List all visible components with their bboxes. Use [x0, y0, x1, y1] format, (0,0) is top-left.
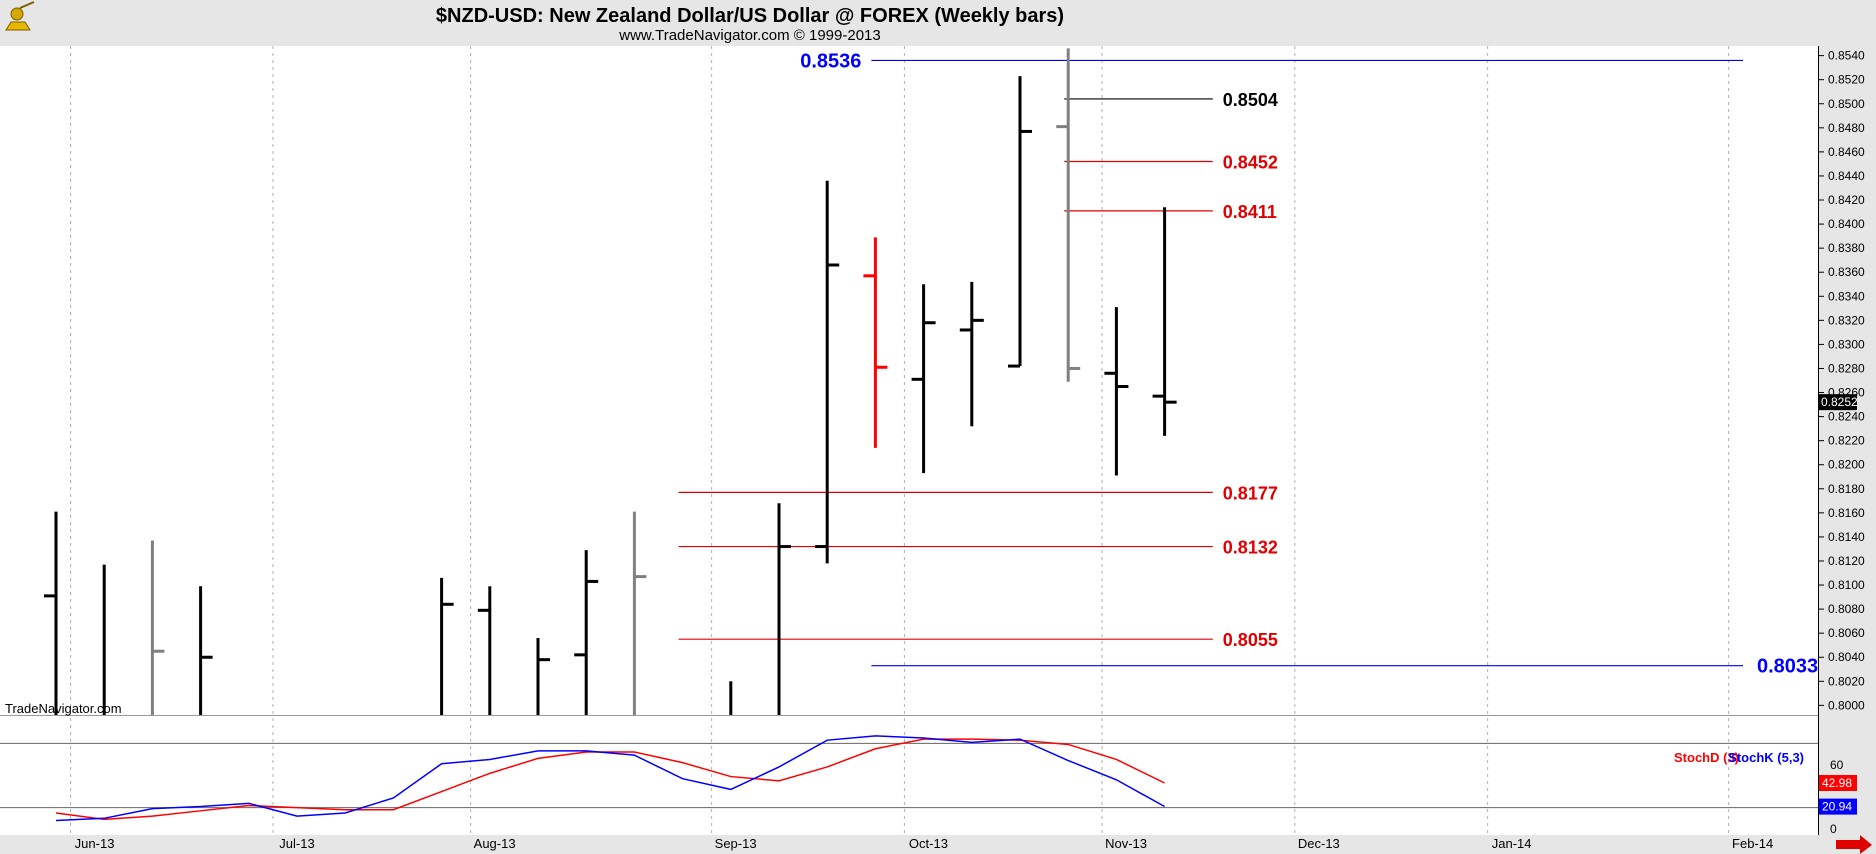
- price-tick-label: 0.8540: [1828, 49, 1865, 63]
- chart-title: $NZD-USD: New Zealand Dollar/US Dollar @…: [436, 5, 1064, 27]
- ohlc-bar: [477, 586, 492, 715]
- scroll-right-icon[interactable]: [1836, 835, 1872, 854]
- level-label: 0.8536: [800, 50, 861, 72]
- price-tick-label: 0.8020: [1828, 674, 1865, 688]
- date-tick-label: Dec-13: [1298, 836, 1340, 851]
- price-tick-label: 0.8120: [1828, 554, 1865, 568]
- price-panel: [0, 46, 1818, 715]
- date-tick-label: Jul-13: [279, 836, 314, 851]
- level-label: 0.8132: [1223, 538, 1278, 558]
- ohlc-bar: [632, 511, 647, 715]
- ohlc-bar: [777, 503, 791, 715]
- level-label: 0.8033: [1757, 656, 1818, 678]
- ohlc-bar: [536, 637, 550, 715]
- ohlc-bar: [199, 586, 213, 715]
- price-tick-label: 0.8460: [1828, 145, 1865, 159]
- price-tick-label: 0.8360: [1828, 265, 1865, 279]
- price-tick-label: 0.8400: [1828, 217, 1865, 231]
- chart-subtitle: www.TradeNavigator.com © 1999-2013: [618, 27, 880, 44]
- stoch-k-legend: StochK (5,3): [1728, 750, 1804, 765]
- price-tick-label: 0.8220: [1828, 434, 1865, 448]
- price-tick-label: 0.8040: [1828, 650, 1865, 664]
- date-tick-label: Sep-13: [715, 836, 757, 851]
- date-tick-label: Jan-14: [1492, 836, 1532, 851]
- ohlc-bars: [44, 48, 1177, 715]
- ohlc-bar: [1008, 76, 1032, 368]
- ohlc-bar: [44, 511, 58, 715]
- price-tick-label: 0.8340: [1828, 289, 1865, 303]
- price-tick-label: 0.8300: [1828, 337, 1865, 351]
- price-tick-label: 0.8280: [1828, 361, 1865, 375]
- grid: [70, 46, 1730, 835]
- logo-icon: [4, 1, 38, 34]
- ohlc-bar: [1104, 307, 1129, 476]
- price-tick-label: 0.8200: [1828, 458, 1865, 472]
- date-tick-label: Jun-13: [75, 836, 115, 851]
- stoch-tick-label: 60: [1830, 758, 1844, 772]
- price-tick-label: 0.8080: [1828, 602, 1865, 616]
- watermark: TradeNavigator.com: [5, 701, 122, 716]
- ohlc-bar: [440, 577, 454, 715]
- stoch-d-legend: StochD (3): [1674, 750, 1739, 765]
- level-label: 0.8452: [1223, 153, 1278, 173]
- date-tick-label: Oct-13: [909, 836, 948, 851]
- price-tick-label: 0.8500: [1828, 97, 1865, 111]
- level-label: 0.8177: [1223, 483, 1278, 503]
- levels: 0.8536 0.8504 0.8452 0.8411 0.8177 0.8132 0.80…: [678, 50, 1818, 678]
- stoch-k-tag: [1819, 798, 1857, 815]
- price-tick-label: 0.8520: [1828, 73, 1865, 87]
- last-price-label: 0.8252: [1821, 395, 1858, 409]
- ohlc-bar: [959, 281, 984, 427]
- price-tick-label: 0.8100: [1828, 578, 1865, 592]
- stochastic: [55, 735, 1165, 822]
- ohlc-bar: [815, 180, 840, 564]
- price-tick-label: 0.8140: [1828, 530, 1865, 544]
- date-tick-label: Feb-14: [1732, 836, 1773, 851]
- level-label: 0.8055: [1223, 630, 1278, 650]
- stoch-k-value: 20.94: [1822, 800, 1852, 814]
- price-tick-label: 0.8160: [1828, 506, 1865, 520]
- ohlc-bar: [574, 550, 599, 715]
- price-tick-label: 0.8380: [1828, 241, 1865, 255]
- price-axis: 0.8000 0.8020 0.8040 0.8060 0.8080 0.8100 0.81…: [1818, 49, 1865, 836]
- price-tick-label: 0.8240: [1828, 410, 1865, 424]
- price-tick-label: 0.8180: [1828, 482, 1865, 496]
- date-tick-label: Aug-13: [474, 836, 516, 851]
- ohlc-bar: [1152, 207, 1177, 436]
- ohlc-bar: [1056, 48, 1081, 382]
- stoch-d-tag: [1819, 775, 1857, 792]
- date-axis: Jun-13 Jul-13 Aug-13 Sep-13 Oct-13 Nov-13 Dec-…: [75, 836, 1774, 851]
- price-tick-label: 0.8420: [1828, 193, 1865, 207]
- level-label: 0.8504: [1223, 90, 1278, 110]
- date-tick-label: Nov-13: [1105, 836, 1147, 851]
- stoch-k-line: [55, 735, 1165, 822]
- ohlc-bar: [863, 237, 888, 448]
- price-tick-label: 0.8480: [1828, 121, 1865, 135]
- level-label: 0.8411: [1223, 202, 1277, 222]
- stoch-tick-label: 0: [1830, 822, 1837, 836]
- ohlc-bar: [150, 540, 165, 715]
- price-tick-label: 0.8440: [1828, 169, 1865, 183]
- price-tick-label: 0.8320: [1828, 313, 1865, 327]
- price-tick-label: 0.8060: [1828, 626, 1865, 640]
- stoch-d-value: 42.98: [1822, 776, 1852, 790]
- stoch-d-line: [55, 738, 1165, 821]
- price-tick-label: 0.8000: [1828, 698, 1865, 712]
- last-price-tag: [1819, 394, 1857, 411]
- ohlc-bar: [911, 284, 936, 474]
